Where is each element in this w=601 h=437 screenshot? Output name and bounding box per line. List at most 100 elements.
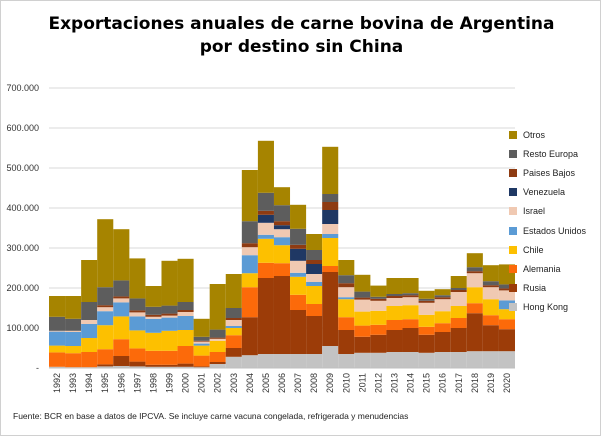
bar-segment-chile-2000 [177, 330, 194, 346]
bar-segment-chile-1992 [49, 345, 66, 353]
legend-label: Alemania [523, 263, 561, 274]
bar-segment-otros-2011 [354, 274, 371, 292]
bar-segment-rusia-2002 [209, 362, 226, 364]
bar-segment-israel-2017 [450, 292, 467, 306]
legend-label: Estados Unidos [523, 225, 587, 236]
bar-segment-chile-2006 [273, 245, 291, 264]
x-tick-label: 2012 [373, 373, 383, 393]
bar-segment-israel-1992 [49, 330, 66, 332]
bar-segment-israel-2008 [306, 274, 323, 282]
bar-segment-israel-1996 [113, 298, 130, 303]
bar-segment-alemania-1997 [129, 348, 146, 362]
bar-segment-israel-2010 [338, 287, 355, 298]
bar-segment-rusia-2005 [257, 278, 274, 354]
bar-segment-resto-europa-1993 [65, 318, 82, 331]
bar-segment-chile-2013 [386, 306, 403, 320]
bar-segment-chile-1993 [65, 346, 82, 354]
bar-segment-israel-1997 [129, 312, 146, 317]
bar-segment-estados-unidos-1997 [129, 316, 146, 331]
y-tick-label: - [36, 363, 39, 373]
bar-segment-israel-1998 [145, 316, 162, 319]
bar-segment-chile-2015 [418, 314, 435, 327]
bar-segment-resto-europa-2016 [434, 295, 451, 298]
bar-segment-chile-1996 [113, 316, 130, 340]
legend-swatch [509, 207, 517, 216]
y-tick-label: 300.000 [6, 243, 39, 253]
source-note: Fuente: BCR en base a datos de IPCVA. Se… [13, 411, 409, 421]
bar-segment-rusia-2003 [225, 348, 242, 357]
bar-segment-paises-bajos-2012 [370, 298, 387, 301]
bar-segment-otros-2013 [386, 278, 403, 294]
bar-segment-israel-2007 [290, 260, 307, 273]
x-tick-label: 1998 [148, 373, 158, 393]
bar-segment-rusia-2010 [338, 330, 355, 354]
bar-segment-chile-2011 [354, 311, 371, 326]
bar-segment-otros-2009 [322, 146, 339, 194]
bar-segment-chile-2018 [466, 287, 483, 304]
bar-segment-israel-2012 [370, 300, 387, 311]
bar-segment-resto-europa-2013 [386, 294, 403, 296]
bar-segment-otros-2004 [241, 170, 258, 222]
legend-label: Rusia [523, 282, 547, 293]
bar-segment-hong-kong-2004 [241, 355, 258, 368]
bar-segment-hong-kong-1992 [49, 366, 66, 368]
bar-segment-otros-2017 [450, 276, 467, 288]
bar-segment-chile-2020 [498, 309, 515, 320]
legend-label: Paises Bajos [523, 168, 576, 179]
legend-label: Hong Kong [523, 301, 569, 312]
bar-segment-hong-kong-2005 [257, 354, 274, 368]
bar-segment-resto-europa-2017 [450, 288, 467, 290]
bar-segment-otros-2005 [257, 140, 274, 193]
bar-segment-paises-bajos-2017 [450, 290, 467, 292]
bar-segment-paises-bajos-1998 [145, 314, 162, 317]
bar-segment-otros-1996 [113, 229, 130, 281]
bar-segment-resto-europa-2015 [418, 298, 435, 301]
x-tick-label: 2006 [277, 373, 287, 393]
bar-segment-israel-2015 [418, 302, 435, 315]
legend-swatch [509, 188, 517, 197]
bar-segment-resto-europa-2006 [273, 205, 291, 222]
bar-segment-paises-bajos-2016 [434, 297, 451, 300]
bar-segment-chile-1998 [145, 332, 162, 351]
bar-segment-hong-kong-2007 [290, 354, 307, 368]
bar-segment-paises-bajos-1995 [97, 305, 114, 308]
bar-segment-resto-europa-2012 [370, 296, 387, 299]
bar-segment-chile-1999 [161, 330, 178, 351]
x-tick-label: 1992 [52, 373, 62, 393]
bar-segment-otros-2008 [306, 234, 323, 250]
bar-segment-alemania-2006 [273, 263, 291, 276]
bar-segment-israel-2006 [273, 229, 291, 238]
bar-segment-chile-2019 [482, 299, 499, 316]
bar-segment-otros-2016 [434, 289, 451, 296]
bar-segment-israel-2003 [225, 320, 242, 326]
bar-segment-estados-unidos-2009 [322, 234, 339, 238]
bar-segment-chile-2002 [209, 340, 226, 352]
bar-segment-israel-2009 [322, 224, 339, 234]
bar-segment-chile-2009 [322, 238, 339, 266]
bar-segment-resto-europa-2011 [354, 291, 371, 298]
bar-segment-rusia-2018 [466, 313, 483, 352]
bar-segment-rusia-1996 [113, 356, 130, 366]
bar-segment-israel-1995 [97, 307, 114, 312]
bar-segment-venezuela-2007 [290, 248, 307, 261]
bar-segment-otros-2018 [466, 253, 483, 268]
bar-segment-otros-2003 [225, 274, 242, 308]
bar-segment-estados-unidos-2005 [257, 234, 274, 239]
bar-segment-paises-bajos-2009 [322, 202, 339, 210]
bar-segment-paises-bajos-2015 [418, 300, 435, 303]
bar-segment-alemania-1996 [113, 339, 130, 356]
x-tick-label: 2017 [454, 373, 464, 393]
bar-segment-hong-kong-2018 [466, 351, 483, 368]
bar-segment-resto-europa-2014 [402, 293, 419, 296]
bar-segment-resto-europa-1996 [113, 280, 130, 297]
x-tick-label: 2000 [181, 373, 191, 393]
bar-segment-otros-2006 [273, 187, 291, 206]
bar-segment-paises-bajos-2001 [193, 340, 210, 342]
legend-label: Resto Europa [523, 149, 579, 160]
bar-segment-hong-kong-2000 [177, 366, 194, 368]
bar-segment-resto-europa-2019 [482, 281, 499, 286]
bar-segment-estados-unidos-2003 [225, 326, 242, 328]
bar-segment-chile-2014 [402, 305, 419, 320]
bar-segment-chile-2001 [193, 345, 210, 356]
bar-segment-israel-2014 [402, 297, 419, 306]
